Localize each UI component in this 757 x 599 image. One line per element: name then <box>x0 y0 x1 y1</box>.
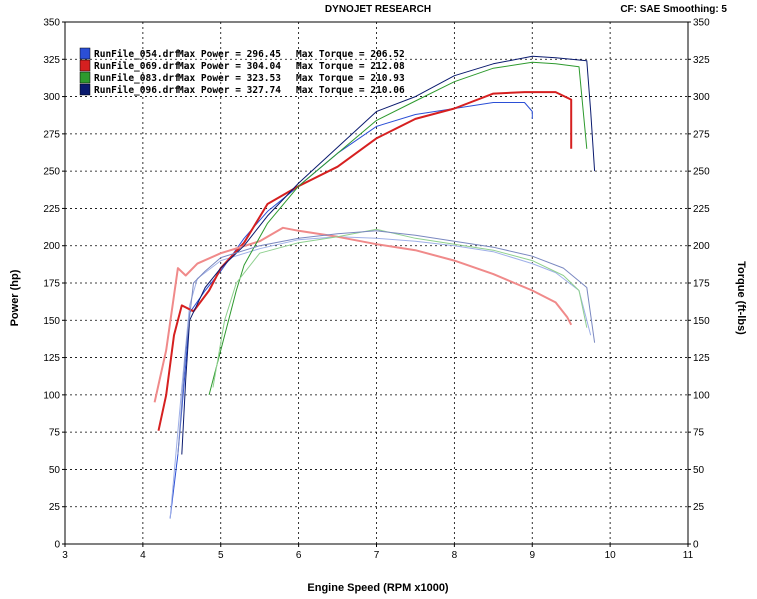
y-left-tick-label: 150 <box>43 316 60 327</box>
series-line-6 <box>181 55 596 455</box>
series-lines <box>153 55 596 519</box>
legend-max-torque: Max Torque = 210.93 <box>296 73 405 84</box>
legend-file: RunFile_083.drf <box>94 73 180 84</box>
y-axis-left-ticks: 0 25 50 75 100 125 150 175 200 225 250 275 300 325 350 <box>43 18 65 551</box>
y-left-tick-label: 125 <box>43 353 60 364</box>
legend-max-power: Max Power = 327.74 <box>178 85 281 96</box>
legend-swatch <box>79 47 91 60</box>
series-line-3 <box>153 226 573 403</box>
correction-info: CF: SAE Smoothing: 5 <box>620 4 727 15</box>
grid-lines <box>65 22 688 544</box>
series-line-7 <box>177 230 596 455</box>
y-left-tick-label: 100 <box>43 390 60 401</box>
legend-max-power: Max Power = 296.45 <box>178 49 281 60</box>
legend-max-torque: Max Torque = 206.52 <box>296 49 405 60</box>
legend-file: RunFile_054.drf <box>94 49 180 60</box>
x-tick-label: 10 <box>605 550 617 561</box>
y-right-tick-label: 150 <box>693 316 710 327</box>
y-right-tick-label: 200 <box>693 241 710 252</box>
y-right-tick-label: 0 <box>693 540 699 551</box>
legend-swatch <box>79 83 91 96</box>
y-left-tick-label: 300 <box>43 92 60 103</box>
legend-max-torque: Max Torque = 212.08 <box>296 61 405 72</box>
legend-file: RunFile_096.drf <box>94 85 180 96</box>
x-axis-label: Engine Speed (RPM x1000) <box>307 582 449 594</box>
chart-title: DYNOJET RESEARCH <box>325 4 431 15</box>
y-right-tick-label: 50 <box>693 465 705 476</box>
y-left-tick-label: 350 <box>43 18 60 29</box>
x-axis-ticks: 3 4 5 6 7 8 9 10 11 <box>62 544 694 561</box>
series-line-5 <box>212 228 588 388</box>
series-line-1 <box>169 236 592 519</box>
legend-max-torque: Max Torque = 210.06 <box>296 85 405 96</box>
y-left-tick-label: 325 <box>43 55 60 66</box>
y-right-tick-label: 125 <box>693 353 710 364</box>
x-tick-label: 7 <box>374 550 380 561</box>
y-left-tick-label: 200 <box>43 241 60 252</box>
y-left-tick-label: 225 <box>43 204 60 215</box>
x-tick-label: 11 <box>683 550 694 561</box>
y-right-tick-label: 250 <box>693 167 710 178</box>
x-tick-label: 9 <box>529 550 535 561</box>
legend-file: RunFile_069.drf <box>94 61 180 72</box>
legend-max-power: Max Power = 304.04 <box>178 61 281 72</box>
y-right-tick-label: 350 <box>693 18 710 29</box>
y-right-tick-label: 100 <box>693 390 710 401</box>
y-left-tick-label: 0 <box>54 540 60 551</box>
x-tick-label: 5 <box>218 550 224 561</box>
y-right-tick-label: 325 <box>693 55 710 66</box>
y-right-tick-label: 75 <box>693 428 705 439</box>
y-right-tick-label: 25 <box>693 502 705 513</box>
x-tick-label: 4 <box>140 550 146 561</box>
y-right-tick-label: 300 <box>693 92 710 103</box>
legend-swatch <box>79 71 91 84</box>
x-tick-label: 6 <box>296 550 302 561</box>
x-tick-label: 3 <box>62 550 68 561</box>
y-axis-right-label: Torque (ft-lbs) <box>735 261 747 335</box>
y-left-tick-label: 50 <box>49 465 61 476</box>
series-line-4 <box>208 61 588 396</box>
y-left-tick-label: 25 <box>49 502 61 513</box>
y-left-tick-label: 275 <box>43 129 60 140</box>
y-left-tick-label: 250 <box>43 167 60 178</box>
y-left-tick-label: 175 <box>43 279 60 290</box>
y-left-tick-label: 75 <box>49 428 61 439</box>
y-axis-right-ticks: 0 25 50 75 100 125 150 175 200 225 250 275 300 325 350 <box>688 18 710 551</box>
y-right-tick-label: 275 <box>693 129 710 140</box>
y-right-tick-label: 175 <box>693 279 710 290</box>
legend-swatch <box>79 59 91 72</box>
legend-max-power: Max Power = 323.53 <box>178 73 281 84</box>
x-tick-label: 8 <box>452 550 458 561</box>
y-right-tick-label: 225 <box>693 204 710 215</box>
y-axis-left-label: Power (hp) <box>9 269 21 326</box>
